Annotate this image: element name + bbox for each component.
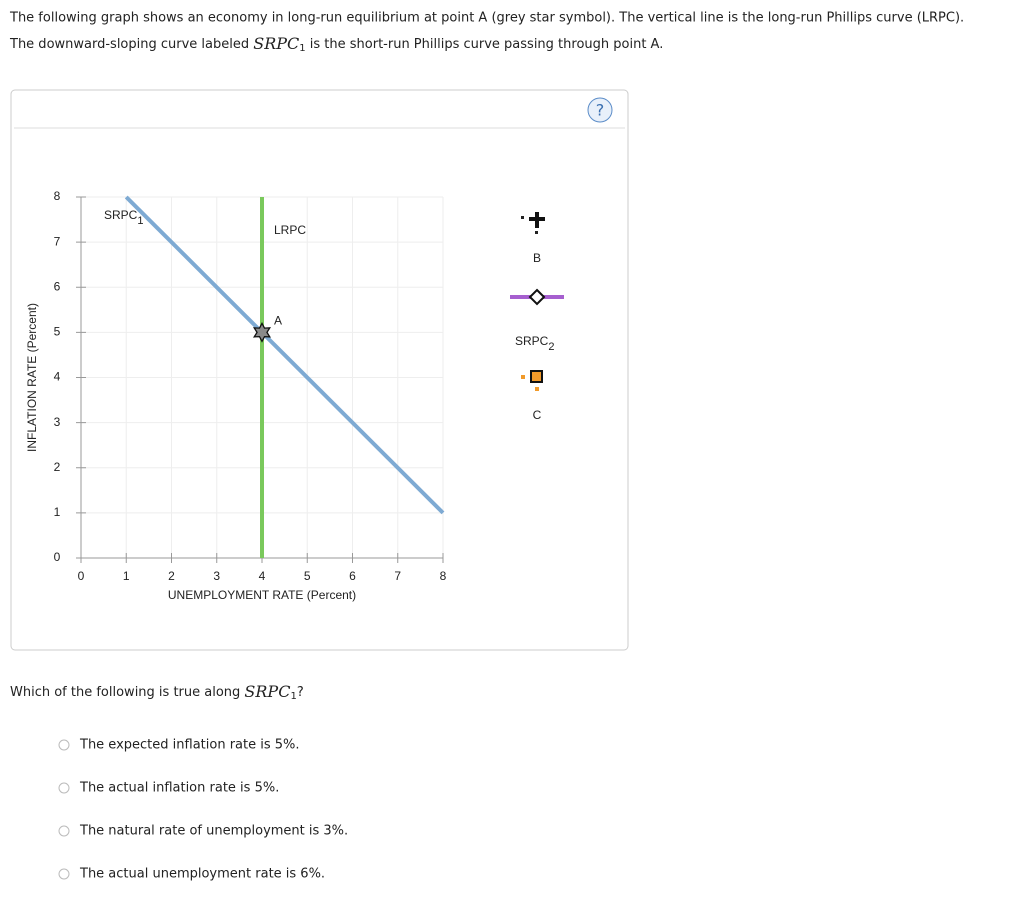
- option-text[interactable]: The expected inflation rate is 5%.: [79, 738, 300, 753]
- x-tick-label: 3: [213, 569, 220, 583]
- curve-sub: 1: [137, 215, 143, 227]
- tool-label: B: [533, 251, 541, 265]
- intro-line-2: The downward-sloping curve labeled SRPC1…: [9, 34, 663, 55]
- x-tick-label: 6: [349, 569, 356, 583]
- tool-srpc2-diamond[interactable]: [528, 288, 546, 306]
- tool-b-dot[interactable]: [535, 231, 538, 234]
- intro-text: The downward-sloping curve labeled: [9, 37, 253, 52]
- option-text[interactable]: The actual unemployment rate is 6%.: [79, 867, 325, 882]
- tool-label: SRPC2: [515, 334, 554, 353]
- x-tick-label: 4: [259, 569, 266, 583]
- intro-line-1: The following graph shows an economy in …: [9, 11, 964, 26]
- question-sub: 1: [290, 691, 296, 702]
- graph-panel: [10, 89, 629, 651]
- curve-name: SRPC: [104, 208, 138, 222]
- options: The expected inflation rate is 5%. The ac…: [58, 738, 348, 882]
- point-label: A: [274, 314, 282, 328]
- y-tick-label: 5: [54, 325, 61, 339]
- intro-text: is the short-run Phillips curve passing …: [306, 37, 664, 52]
- curve: [124, 195, 445, 515]
- tool-c-dot[interactable]: [521, 375, 525, 379]
- question-text: ?: [297, 685, 304, 700]
- radio-button[interactable]: [58, 825, 70, 837]
- help-icon[interactable]: ?: [596, 101, 605, 120]
- tool-b-cross[interactable]: [529, 212, 545, 228]
- y-tick-label: 6: [54, 279, 61, 293]
- radio-button[interactable]: [58, 739, 70, 751]
- tool-c-dot[interactable]: [535, 387, 539, 391]
- x-tick-label: 2: [168, 569, 175, 583]
- x-tick-label: 1: [123, 569, 130, 583]
- y-tick-label: 1: [54, 505, 61, 519]
- tool-c-square[interactable]: [530, 370, 543, 383]
- radio-button[interactable]: [58, 868, 70, 880]
- tool-name: SRPC: [515, 334, 549, 348]
- tool-b-dot[interactable]: [521, 216, 524, 219]
- x-tick-label: 5: [304, 569, 311, 583]
- help-button[interactable]: [587, 97, 613, 123]
- intro-sub: 1: [299, 43, 305, 54]
- question-term: SRPC: [244, 682, 290, 701]
- y-tick-label: 7: [54, 234, 61, 248]
- question: Which of the following is true along SRP…: [10, 682, 304, 703]
- x-tick-label: 8: [440, 569, 447, 583]
- y-tick-label: 2: [54, 460, 61, 474]
- x-tick-label: 0: [78, 569, 85, 583]
- tool-palette: B SRPC2 C: [510, 212, 564, 422]
- y-tick-label: 0: [54, 550, 61, 564]
- curve-label: SRPC1: [104, 208, 143, 227]
- question-text: Which of the following is true along: [10, 685, 244, 700]
- plot: 0 1 2 3 4 5 6 7 8 0 1 2 3 4 5 6 7 8 UNEMPLOYMENT RATE (Per…: [25, 189, 446, 602]
- y-tick-label: 3: [54, 415, 61, 429]
- radio-button[interactable]: [58, 782, 70, 794]
- y-tick-label: 8: [54, 189, 61, 203]
- y-tick-label: 4: [54, 370, 61, 384]
- curve-label: LRPC: [274, 223, 306, 237]
- y-axis-title: INFLATION RATE (Percent): [25, 303, 39, 452]
- option-text[interactable]: The natural rate of unemployment is 3%.: [79, 824, 348, 839]
- x-tick-label: 7: [394, 569, 401, 583]
- option-text[interactable]: The actual inflation rate is 5%.: [79, 781, 279, 796]
- x-axis-title: UNEMPLOYMENT RATE (Percent): [168, 588, 356, 602]
- tool-sub: 2: [548, 341, 554, 353]
- curve-name: LRPC: [274, 223, 306, 237]
- tool-label: C: [533, 408, 542, 422]
- point-star: [252, 321, 272, 343]
- intro-term: SRPC: [253, 34, 299, 53]
